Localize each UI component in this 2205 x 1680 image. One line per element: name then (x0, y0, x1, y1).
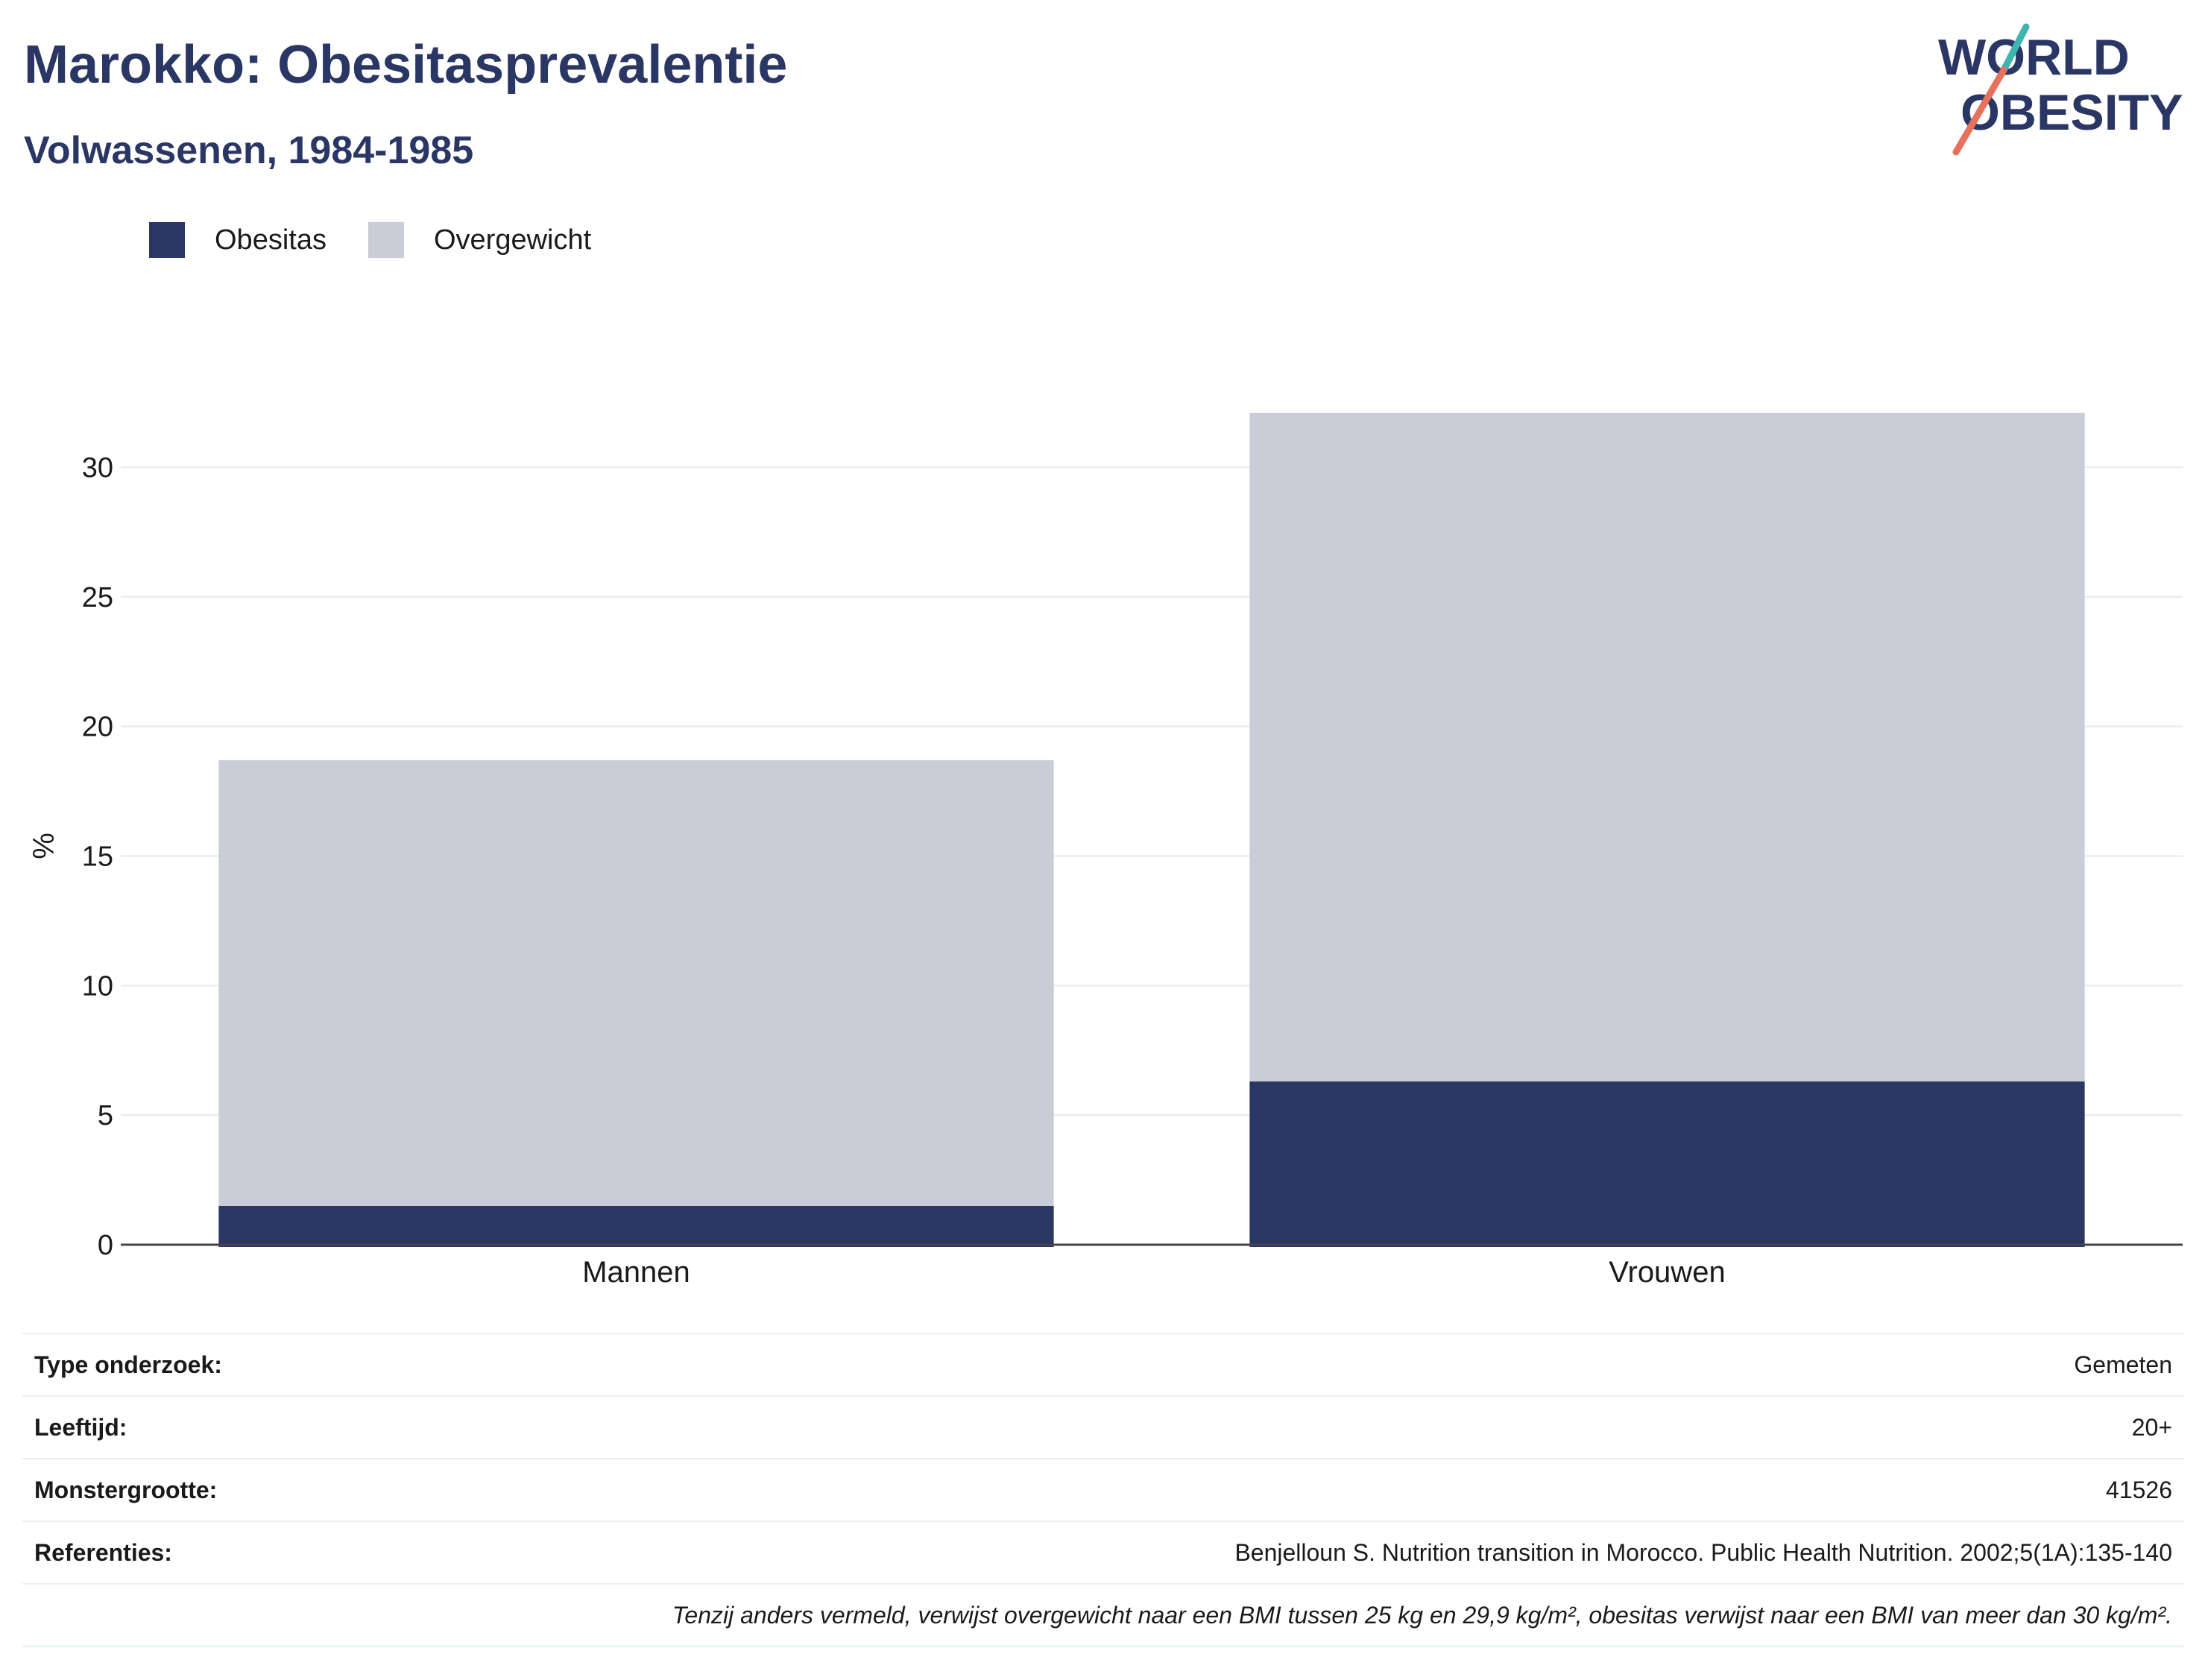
y-axis-label: % (28, 833, 60, 859)
table-row: Tenzij anders vermeld, verwijst overgewi… (22, 1583, 2184, 1647)
legend-swatch-obesitas (149, 222, 185, 258)
logo-slash-coral (1952, 66, 2007, 156)
bar-obesitas-vrouwen (1249, 1081, 2085, 1247)
footnote: Tenzij anders vermeld, verwijst overgewi… (22, 1583, 2184, 1647)
logo-text-obesity: OBESITY (1960, 84, 2183, 141)
bar-overgewicht-vrouwen (1249, 412, 2085, 1081)
x-tick-label: Vrouwen (1609, 1256, 1725, 1289)
legend-item-overgewicht[interactable]: Overgewicht (368, 222, 591, 258)
info-value: Gemeten (412, 1333, 2184, 1396)
legend-swatch-overgewicht (368, 222, 404, 258)
stacked-bar-chart: 0 5 10 15 20 25 30% Mannen Vrouwen (28, 412, 2183, 1289)
info-label: Leeftijd: (22, 1395, 413, 1459)
table-row: Leeftijd: 20+ (22, 1395, 2184, 1459)
legend-label-obesitas: Obesitas (215, 224, 327, 256)
x-tick-label: Mannen (582, 1256, 690, 1289)
chart-subtitle: Volwassenen, 1984-1985 (24, 129, 474, 172)
y-tick-label: 20 (82, 712, 113, 743)
table-row: Monstergrootte: 41526 (22, 1458, 2184, 1521)
logo-text-world: WORLD (1938, 29, 2130, 86)
bar-overgewicht-mannen (218, 760, 1054, 1206)
y-tick-label: 0 (98, 1230, 113, 1261)
y-tick-label: 10 (82, 970, 113, 1002)
y-tick-label: 5 (98, 1100, 113, 1131)
table-row: Referenties: Benjelloun S. Nutrition tra… (22, 1520, 2184, 1584)
y-tick-label: 15 (82, 841, 113, 872)
logo-slash-teal (2000, 23, 2030, 74)
world-obesity-logo: WORLD OBESITY (1938, 23, 2183, 156)
info-label: Referenties: (22, 1520, 413, 1584)
legend-label-overgewicht: Overgewicht (433, 224, 592, 256)
y-tick-label: 30 (82, 452, 113, 484)
info-value: Benjelloun S. Nutrition transition in Mo… (412, 1520, 2184, 1584)
info-value: 20+ (412, 1395, 2184, 1459)
bar-obesitas-mannen (218, 1205, 1054, 1247)
info-value: 41526 (412, 1458, 2184, 1521)
chart-legend: Obesitas Overgewicht (149, 222, 633, 258)
info-label: Monstergrootte: (22, 1458, 413, 1521)
y-tick-label: 25 (82, 582, 113, 613)
legend-item-obesitas[interactable]: Obesitas (149, 222, 327, 258)
info-label: Type onderzoek: (22, 1333, 413, 1396)
study-info-table: Type onderzoek: Gemeten Leeftijd: 20+ Mo… (22, 1333, 2184, 1647)
table-row: Type onderzoek: Gemeten (22, 1333, 2184, 1396)
chart-title: Marokko: Obesitasprevalentie (24, 35, 788, 95)
